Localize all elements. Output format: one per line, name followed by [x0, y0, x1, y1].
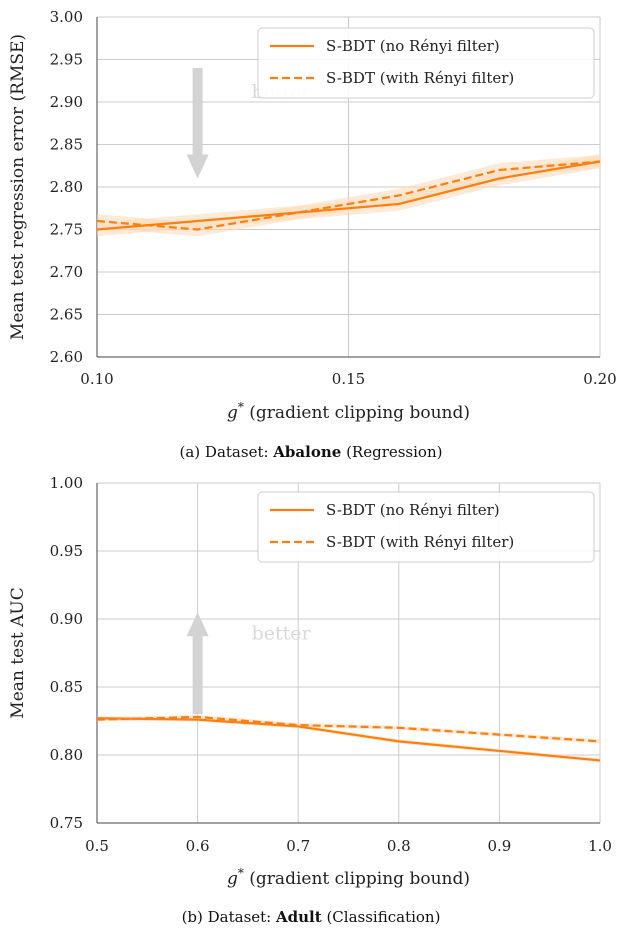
legend-entry: S-BDT (no Rényi filter): [326, 501, 500, 519]
better-arrow: [186, 68, 209, 179]
caption-prefix: (a) Dataset:: [180, 443, 274, 461]
legend: S-BDT (no Rényi filter) S-BDT (with Rényi…: [257, 27, 595, 99]
y-tick-label: 2.60: [50, 348, 83, 366]
legend-entry: S-BDT (with Rényi filter): [326, 69, 514, 87]
x-axis-label-text: (gradient clipping bound): [244, 403, 470, 423]
caption-dataset: Adult: [275, 908, 322, 926]
x-axis-label-var: g: [227, 403, 238, 423]
y-tick-label: 2.75: [50, 221, 83, 239]
chart-abalone: 2.60 2.65 2.70 2.75 2.80 2.85 2.90 2.95 3.00 0.10…: [8, 8, 617, 461]
better-annotation: better: [252, 622, 312, 644]
caption: (b) Dataset: Adult (Classification): [182, 908, 441, 926]
y-axis-label: Mean test regression error (RMSE): [8, 34, 28, 340]
x-axis-label-var: g: [227, 869, 238, 889]
y-tick-label: 0.90: [50, 610, 83, 628]
legend-box: [257, 491, 595, 563]
x-tick-label: 0.8: [387, 837, 411, 855]
x-tick-label: 0.20: [583, 370, 616, 388]
x-axis-label: g* (gradient clipping bound): [227, 866, 470, 889]
legend: S-BDT (no Rényi filter) S-BDT (with Rényi…: [257, 491, 595, 563]
y-tick-label: 2.95: [50, 51, 83, 69]
series-band: [97, 716, 600, 763]
x-axis-label: g* (gradient clipping bound): [227, 400, 470, 423]
caption-prefix: (b) Dataset:: [182, 908, 276, 926]
x-tick-label: 0.9: [487, 837, 511, 855]
caption-suffix: (Classification): [322, 908, 441, 926]
y-tick-label: 2.85: [50, 136, 83, 154]
series-band: [97, 154, 600, 237]
chart-adult: 0.75 0.80 0.85 0.90 0.95 1.00 0.5 0.6 0.7 0.8 0.9 1…: [8, 474, 612, 926]
y-tick-label: 2.65: [50, 306, 83, 324]
x-tick-label: 0.10: [80, 370, 113, 388]
series-line-no-renyi-filter: [96, 717, 601, 762]
series-band: [97, 154, 600, 237]
y-tick-label: 2.80: [50, 178, 83, 196]
x-tick-label: 0.7: [286, 837, 310, 855]
y-tick-label: 2.90: [50, 93, 83, 111]
x-axis-label-text: (gradient clipping bound): [244, 869, 470, 889]
caption: (a) Dataset: Abalone (Regression): [180, 443, 443, 461]
better-arrow: [186, 612, 209, 715]
x-axis-label-sup: *: [238, 866, 244, 880]
y-tick-label: 0.80: [50, 746, 83, 764]
caption-dataset: Abalone: [272, 443, 341, 461]
series-line-with-renyi-filter: [96, 160, 601, 231]
x-axis-label-sup: *: [238, 400, 244, 414]
series-line-no-renyi-filter: [96, 160, 601, 231]
y-tick-label: 2.70: [50, 263, 83, 281]
y-tick-label: 0.95: [50, 542, 83, 560]
y-tick-label: 3.00: [50, 8, 83, 26]
y-tick-label: 0.75: [50, 814, 83, 832]
x-tick-label: 0.15: [332, 370, 365, 388]
y-axis-label: Mean test AUC: [8, 587, 28, 718]
caption-suffix: (Regression): [341, 443, 442, 461]
legend-box: [257, 27, 595, 99]
y-tick-label: 0.85: [50, 678, 83, 696]
x-tick-label: 1.0: [588, 837, 612, 855]
x-tick-label: 0.6: [186, 837, 210, 855]
legend-entry: S-BDT (no Rényi filter): [326, 37, 500, 55]
y-tick-label: 1.00: [50, 474, 83, 492]
legend-entry: S-BDT (with Rényi filter): [326, 533, 514, 551]
x-tick-label: 0.5: [85, 837, 109, 855]
